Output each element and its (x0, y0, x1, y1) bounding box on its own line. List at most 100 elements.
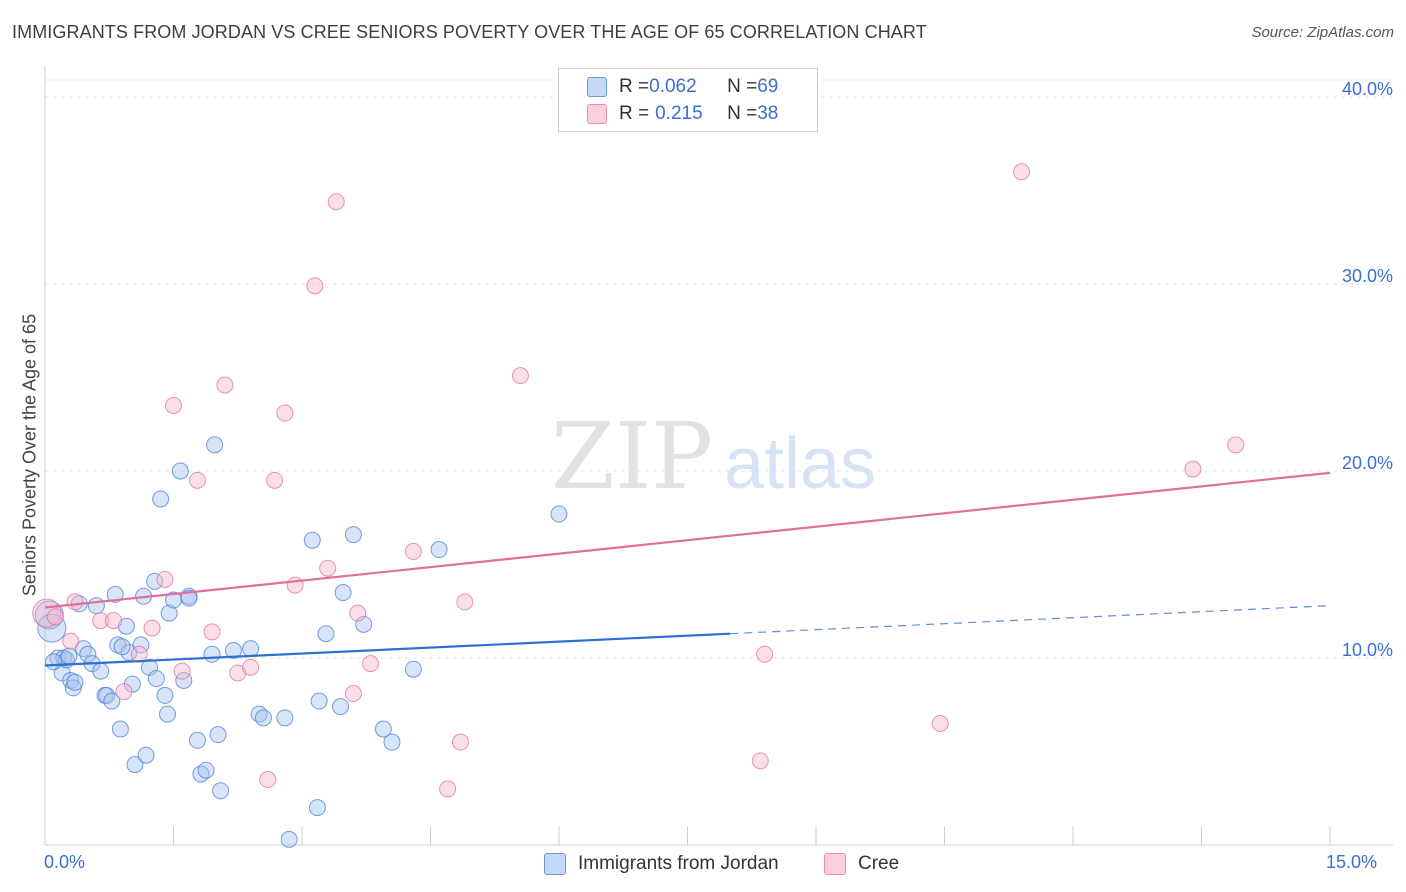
data-point (751, 752, 769, 770)
legend-n-label: N = (727, 76, 758, 97)
watermark-atlas: atlas (724, 424, 876, 504)
data-point (113, 638, 131, 656)
data-point (79, 645, 97, 663)
data-point (931, 714, 949, 732)
data-point (106, 585, 124, 603)
data-point (212, 782, 230, 800)
data-point (308, 799, 326, 817)
data-point (404, 542, 422, 560)
legend-row-cree: R = 0.215 N = 38 (587, 102, 778, 126)
watermark: ZIP atlas (551, 403, 876, 510)
legend-r-value: 0.062 (649, 76, 697, 97)
data-point (332, 698, 350, 716)
bottom-legend-label-jordan: Immigrants from Jordan (578, 853, 779, 874)
source-label: Source: ZipAtlas.com (1251, 24, 1394, 41)
data-point (216, 376, 234, 394)
series-jordan (34, 436, 568, 848)
bottom-legend-label-cree: Cree (858, 853, 900, 874)
data-point (303, 531, 321, 549)
data-point (66, 673, 84, 691)
data-point (188, 471, 206, 489)
data-point (550, 505, 568, 523)
trend-line-jordan-extension (730, 605, 1331, 635)
x-tick-min: 0.0% (44, 852, 86, 872)
data-point (92, 612, 110, 630)
watermark-zip: ZIP (551, 403, 713, 510)
data-point (147, 670, 165, 688)
y-tick-label: 40.0% (1342, 79, 1393, 99)
chart-title: IMMIGRANTS FROM JORDAN VS CREE SENIORS P… (12, 22, 927, 42)
y-axis-label: Seniors Poverty Over the Age of 65 (19, 313, 40, 597)
gridlines (45, 79, 1393, 659)
data-point (130, 645, 148, 663)
data-point (117, 617, 135, 635)
data-point (266, 471, 284, 489)
legend-n-value: 38 (757, 103, 779, 124)
data-point (344, 685, 362, 703)
y-tick-label: 30.0% (1342, 266, 1393, 286)
data-point (203, 623, 221, 641)
data-point (156, 686, 174, 704)
data-point (224, 642, 242, 660)
data-point (756, 645, 774, 663)
data-point (344, 526, 362, 544)
y-tick-label: 10.0% (1342, 640, 1393, 660)
legend-r-label: R = (619, 103, 650, 124)
data-point (349, 604, 367, 622)
data-point (383, 733, 401, 751)
data-point (280, 830, 298, 848)
data-point (105, 612, 123, 630)
y-tick-label: 20.0% (1342, 453, 1393, 473)
data-point (46, 608, 64, 626)
data-point (430, 541, 448, 559)
data-point (362, 655, 380, 673)
data-point (254, 709, 272, 727)
data-point (334, 584, 352, 602)
data-point (1227, 436, 1245, 454)
data-point (317, 625, 335, 643)
data-point (160, 604, 178, 622)
data-point (355, 615, 373, 633)
data-point (327, 193, 345, 211)
data-point (259, 771, 277, 789)
data-point (137, 746, 155, 764)
data-point (159, 705, 177, 723)
legend-n-value: 69 (757, 76, 779, 97)
data-point (404, 660, 422, 678)
trend-line-jordan (44, 632, 731, 667)
data-point (242, 640, 260, 658)
legend-swatch-cree (587, 104, 607, 124)
y-tick-labels: 10.0% 20.0% 30.0% 40.0% (1342, 79, 1393, 660)
data-point (209, 726, 227, 744)
data-point (60, 647, 78, 665)
data-point (1013, 163, 1031, 181)
data-point (180, 589, 198, 607)
data-point (242, 658, 260, 676)
data-point (165, 397, 182, 415)
legend-row-jordan: R = 0.062 N = 69 (587, 75, 778, 99)
data-point (197, 761, 215, 779)
data-point (45, 653, 63, 671)
data-point (126, 756, 144, 774)
data-point (306, 277, 324, 295)
data-point (171, 462, 189, 480)
legend-r-value: 0.215 (655, 103, 703, 124)
series-layer (32, 163, 1245, 848)
data-point (111, 720, 129, 738)
data-point (66, 593, 84, 611)
legend: R = 0.062 N = 69 R = 0.215 N = 38 (558, 68, 818, 132)
data-point (115, 683, 133, 701)
trend-layer (44, 471, 1331, 667)
legend-n-label: N = (727, 103, 758, 124)
data-point (62, 632, 80, 650)
data-point (451, 733, 469, 751)
data-point (310, 692, 328, 710)
data-point (1184, 460, 1202, 478)
legend-r-label: R = (619, 76, 650, 97)
data-point (152, 490, 170, 508)
data-point (92, 662, 110, 680)
data-point (439, 780, 457, 798)
data-point (286, 576, 304, 594)
data-point (276, 709, 294, 727)
data-point (87, 597, 105, 615)
